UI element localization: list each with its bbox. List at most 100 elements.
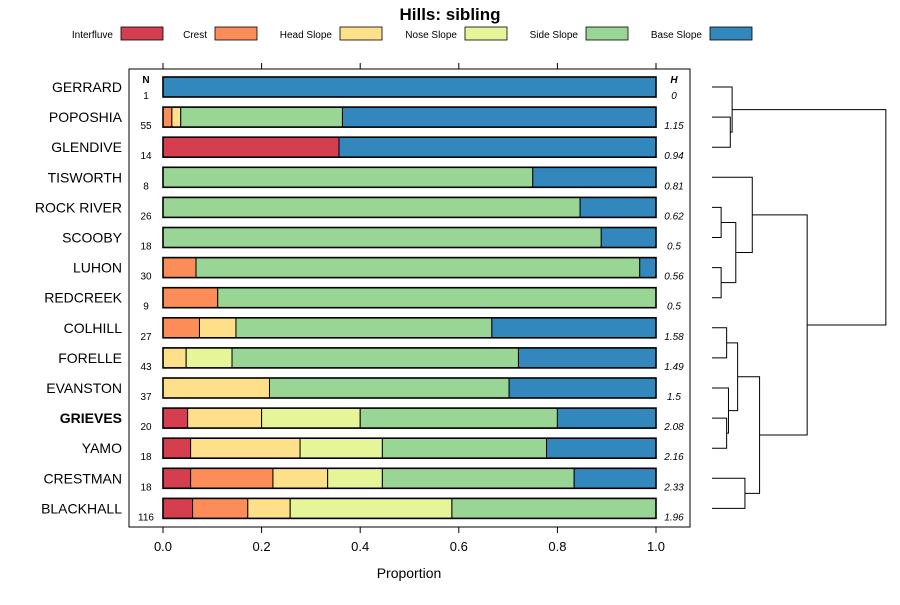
row-yamo: YAMO 18 2.16 [82, 437, 684, 463]
bar-segment-head-slope [187, 407, 263, 429]
dendrogram-link [712, 327, 728, 359]
bar-outline [162, 467, 657, 490]
legend-label-interfluve: Interfluve [72, 30, 114, 41]
dendrogram-link [712, 387, 729, 434]
bar-segment-interfluve [162, 467, 192, 489]
plot-frame [128, 68, 691, 528]
row-label: POPOSHIA [49, 109, 123, 125]
bar-segment-head-slope [162, 347, 187, 369]
x-axis: 0.0 0.2 0.4 0.6 0.8 1.0 [154, 63, 665, 554]
row-h-value: 0.5 [667, 302, 681, 313]
row-label: LUHON [73, 260, 122, 276]
bar-segment-side-slope [195, 257, 641, 279]
bar-outline [162, 377, 657, 399]
bar-outline [162, 166, 657, 189]
dendrogram-link [712, 267, 722, 299]
bar-segment-head-slope [247, 497, 291, 519]
row-blackhall: BLACKHALL 116 1.96 [41, 497, 684, 523]
legend-label-head-slope: Head Slope [280, 30, 333, 41]
bar-segment-head-slope [162, 377, 270, 399]
dendrogram-link [712, 86, 733, 133]
row-redcreek: REDCREEK 9 0.5 [44, 286, 681, 313]
row-label: SCOOBY [62, 230, 123, 246]
row-label: YAMO [82, 440, 122, 456]
bar-segment-crest [162, 287, 219, 309]
legend-label-base-slope: Base Slope [651, 30, 703, 41]
bar-segment-side-slope [162, 166, 534, 188]
bar-segment-crest [162, 106, 173, 128]
row-label: GRIEVES [60, 410, 122, 426]
row-h-value: 0.5 [667, 242, 681, 253]
x-tick-label: 0.4 [351, 539, 369, 554]
dendrogram-link [712, 176, 753, 254]
row-h-value: 0 [671, 91, 677, 102]
bar-segment-side-slope [381, 467, 575, 489]
bar-segment-base-slope [579, 196, 657, 218]
bar-outline [162, 497, 657, 520]
legend-swatch-interfluve [120, 26, 164, 41]
dendrogram-link [712, 477, 746, 509]
row-h-value: 2.08 [663, 422, 684, 433]
bar-segment-side-slope [451, 497, 657, 519]
bar-outline [162, 136, 657, 158]
dendrogram-link [737, 376, 761, 494]
bar-segment-base-slope [556, 407, 657, 429]
row-n-value: 43 [140, 362, 152, 373]
bar-segment-nose-slope [299, 437, 383, 459]
bar-outline [162, 256, 657, 279]
bar-segment-interfluve [162, 437, 192, 459]
chart-title: Hills: sibling [399, 5, 500, 24]
legend-swatch-side-slope [585, 26, 629, 41]
bar-segment-base-slope [517, 347, 657, 369]
row-n-value: 18 [140, 452, 152, 463]
bar-outline [162, 106, 657, 128]
dendrogram-link [712, 206, 722, 238]
bar-segment-crest [192, 497, 249, 519]
bar-segment-side-slope [217, 287, 657, 309]
row-h-value: 1.96 [664, 512, 684, 523]
bar-segment-nose-slope [261, 407, 361, 429]
bar-segment-side-slope [162, 227, 602, 248]
row-h-value: 0.62 [664, 211, 684, 222]
row-label: ROCK RIVER [35, 199, 122, 215]
row-forelle: FORELLE 43 1.49 [58, 347, 684, 373]
x-tick-label: 1.0 [647, 539, 665, 554]
dendrogram [712, 86, 887, 509]
row-n-value: 1 [143, 91, 149, 102]
legend-swatch-base-slope [709, 26, 753, 41]
bar-outline [162, 316, 657, 339]
bar-segment-nose-slope [327, 467, 383, 489]
row-h-value: 2.16 [663, 452, 684, 463]
dendrogram-link [752, 214, 808, 436]
row-n-value: 18 [140, 242, 152, 253]
legend-label-crest: Crest [183, 30, 207, 41]
row-crestman: CRESTMAN 18 2.33 [43, 467, 684, 493]
bar-segment-base-slope [341, 106, 657, 128]
legend-label-side-slope: Side Slope [530, 30, 579, 41]
bar-segment-base-slope [162, 76, 657, 98]
row-n-value: 30 [140, 272, 152, 283]
row-n-value: 20 [140, 422, 152, 433]
x-tick-label: 0.8 [548, 539, 566, 554]
bar-segment-side-slope [359, 407, 558, 429]
row-label: CRESTMAN [43, 470, 122, 486]
x-tick-label: 0.6 [450, 539, 468, 554]
row-label: COLHILL [64, 320, 123, 336]
row-label: EVANSTON [46, 380, 122, 396]
x-tick-label: 0.0 [154, 539, 172, 554]
row-label: GERRARD [52, 79, 122, 95]
bar-segment-base-slope [532, 166, 657, 188]
row-n-value: 26 [140, 211, 152, 222]
row-evanston: EVANSTON 37 1.5 [46, 377, 681, 403]
x-tick-label: 0.2 [253, 539, 271, 554]
x-axis-label: Proportion [377, 565, 442, 581]
row-label: FORELLE [58, 350, 122, 366]
row-label: BLACKHALL [41, 500, 122, 516]
bar-segment-side-slope [231, 347, 519, 369]
legend-label-nose-slope: Nose Slope [405, 30, 457, 41]
row-n-value: 18 [140, 482, 152, 493]
dendrogram-link [721, 221, 737, 284]
row-h-value: 0.56 [664, 272, 684, 283]
bar-segment-nose-slope [185, 347, 233, 369]
